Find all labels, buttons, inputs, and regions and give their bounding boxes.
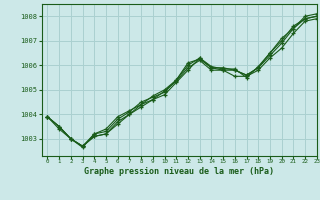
X-axis label: Graphe pression niveau de la mer (hPa): Graphe pression niveau de la mer (hPa)	[84, 167, 274, 176]
